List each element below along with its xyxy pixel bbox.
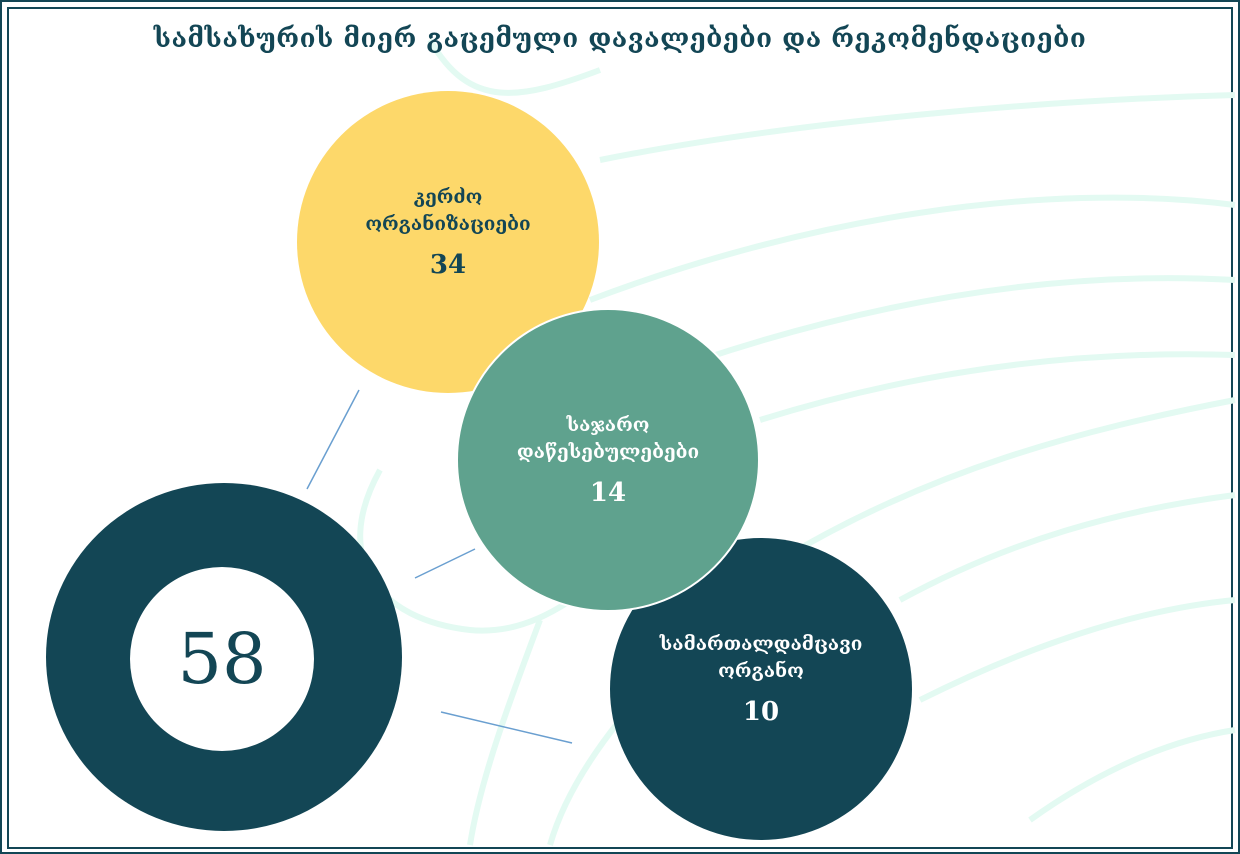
donut-center: 58 <box>130 567 314 751</box>
category-public-institutions: საჯარო დაწესებულებები 14 <box>456 308 760 612</box>
page-title: სამსახურის მიერ გაცემული დავალებები და რ… <box>153 24 1087 54</box>
connector-public <box>414 548 476 579</box>
category-value: 34 <box>429 250 467 280</box>
category-label: კერძო ორგანიზაციები <box>365 186 531 235</box>
total-donut: 58 <box>46 483 402 831</box>
category-label: სამართალდამცავი ორგანო <box>659 633 863 682</box>
total-value: 58 <box>177 618 267 700</box>
category-value: 14 <box>589 478 627 508</box>
connector-private <box>306 389 360 490</box>
category-value: 10 <box>742 697 780 727</box>
inner-frame <box>7 7 1233 849</box>
category-label: საჯარო დაწესებულებები <box>516 414 700 463</box>
connector-law <box>440 711 573 744</box>
